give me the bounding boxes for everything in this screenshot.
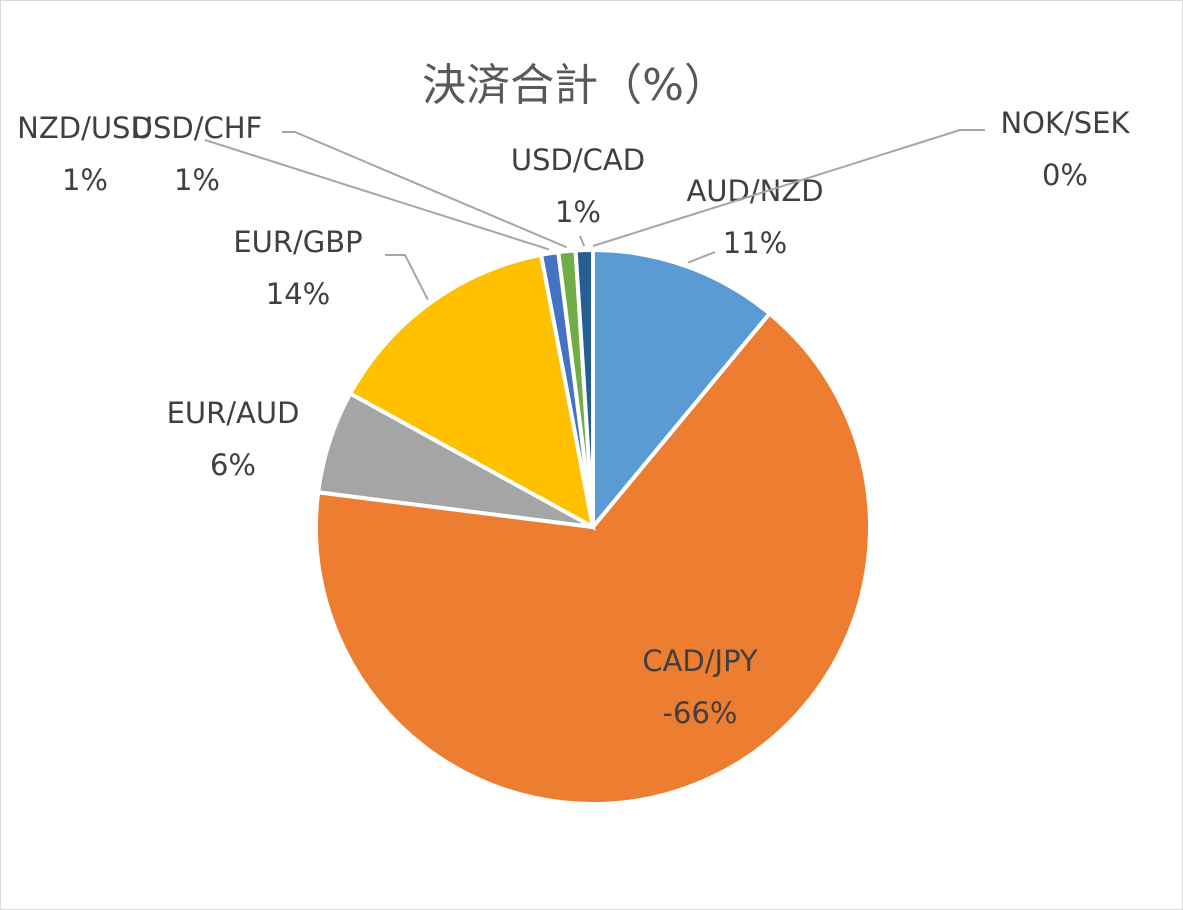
data-label-name: CAD/JPY: [642, 644, 758, 678]
leader-line: [687, 251, 716, 264]
data-label-value: 11%: [723, 226, 787, 260]
leader-line: [204, 139, 550, 251]
pie-slice: [573, 247, 595, 528]
leader-line: [579, 235, 586, 247]
data-label-name: USD/CAD: [511, 143, 645, 177]
leader-line: [282, 131, 567, 249]
leader-line: [385, 254, 429, 301]
data-label-value: 1%: [555, 195, 601, 229]
data-label-value: 1%: [174, 163, 220, 197]
leader-line: [592, 129, 985, 247]
data-label-value: -66%: [663, 696, 738, 730]
data-label-name: NOK/SEK: [1000, 106, 1130, 140]
data-label-value: 0%: [1042, 158, 1088, 192]
data-label-value: 14%: [266, 277, 330, 311]
data-label-value: 1%: [62, 163, 108, 197]
data-label-name: EUR/AUD: [167, 396, 300, 430]
data-label-name: NZD/USD: [17, 111, 153, 145]
data-label-name: EUR/GBP: [233, 225, 362, 259]
data-label-value: 6%: [210, 448, 256, 482]
pie-slice: [314, 310, 872, 806]
pie-slice: [591, 247, 773, 533]
data-label-name: USD/CHF: [132, 111, 262, 145]
chart-title: 決済合計（%）: [422, 60, 728, 111]
pie-slice: [347, 252, 596, 531]
